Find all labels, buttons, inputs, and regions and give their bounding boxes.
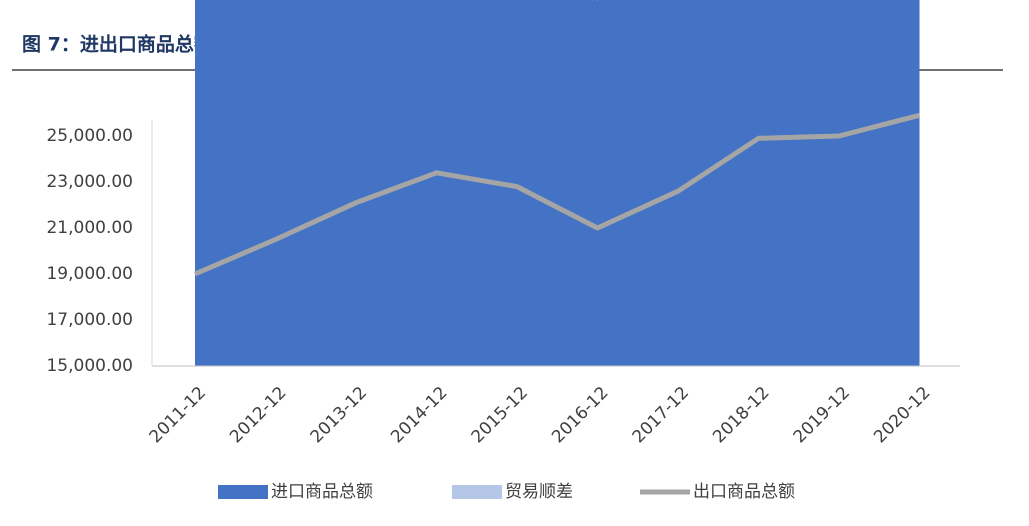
y-tick-label: 23,000.00	[46, 172, 133, 192]
x-tick-label: 2019-12	[790, 383, 854, 447]
y-tick-label: 21,000.00	[46, 218, 133, 238]
y-tick-label: 17,000.00	[46, 310, 133, 330]
legend-swatch	[218, 485, 268, 499]
legend-swatch	[452, 485, 502, 499]
area	[195, 0, 920, 366]
x-tick-label: 2011-12	[146, 383, 210, 447]
x-tick-label: 2018-12	[709, 383, 773, 447]
legend-label: 贸易顺差	[505, 482, 573, 502]
y-tick-label: 19,000.00	[46, 264, 133, 284]
x-tick-label: 2020-12	[870, 383, 934, 447]
y-tick-label: 15,000.00	[46, 356, 133, 376]
x-tick-label: 2015-12	[468, 383, 532, 447]
legend-label: 进口商品总额	[271, 482, 373, 502]
x-tick-label: 2014-12	[387, 383, 451, 447]
legend-label: 出口商品总额	[693, 482, 795, 502]
x-tick-label: 2012-12	[226, 383, 290, 447]
x-tick-label: 2017-12	[629, 383, 693, 447]
x-tick-label: 2016-12	[548, 383, 612, 447]
x-tick-label: 2013-12	[307, 383, 371, 447]
y-tick-label: 25,000.00	[46, 126, 133, 146]
line	[194, 112, 921, 277]
